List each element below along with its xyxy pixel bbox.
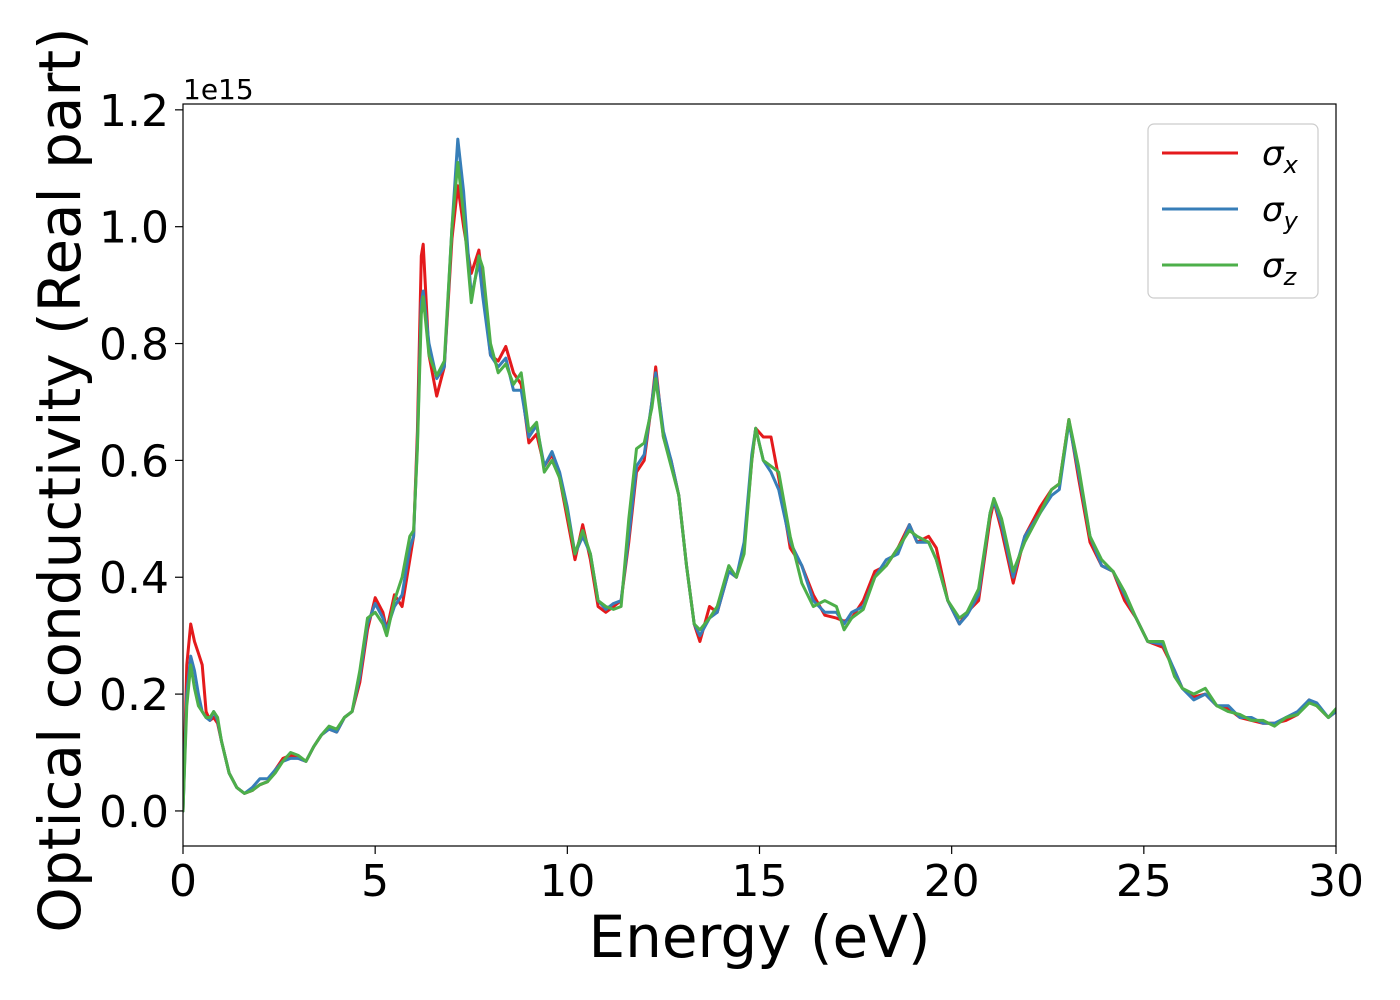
legend-label-z: σz xyxy=(1262,246,1298,291)
y-tick-label: 0.0 xyxy=(99,787,169,838)
x-tick-label: 20 xyxy=(924,856,980,907)
series-line-z xyxy=(183,160,1336,813)
x-tick-label: 15 xyxy=(732,856,788,907)
x-tick-label: 10 xyxy=(539,856,595,907)
y-axis: 0.0 0.2 0.4 0.6 0.8 1.0 1.2 xyxy=(99,86,183,838)
x-tick-label: 0 xyxy=(169,856,197,907)
y-tick-label: 0.4 xyxy=(99,553,169,604)
legend: σx σy σz xyxy=(1147,123,1319,299)
x-tick-label: 25 xyxy=(1116,856,1172,907)
y-tick-label: 0.2 xyxy=(99,670,169,721)
x-tick-label: 5 xyxy=(361,856,389,907)
x-axis: 0 5 10 15 20 25 30 xyxy=(169,846,1364,907)
y-tick-label: 1.2 xyxy=(99,86,169,137)
y-offset-label: 1e15 xyxy=(183,73,254,106)
series-layer xyxy=(183,137,1336,813)
legend-frame xyxy=(1147,123,1319,299)
y-tick-label: 1.0 xyxy=(99,203,169,254)
y-tick-label: 0.8 xyxy=(99,320,169,371)
legend-label-x: σx xyxy=(1262,134,1299,179)
x-tick-label: 30 xyxy=(1308,856,1364,907)
x-axis-label: Energy (eV) xyxy=(588,903,930,971)
legend-label-y: σy xyxy=(1262,190,1299,235)
y-tick-label: 0.6 xyxy=(99,436,169,487)
y-axis-label: Optical conductivity (Real part) xyxy=(26,27,94,932)
